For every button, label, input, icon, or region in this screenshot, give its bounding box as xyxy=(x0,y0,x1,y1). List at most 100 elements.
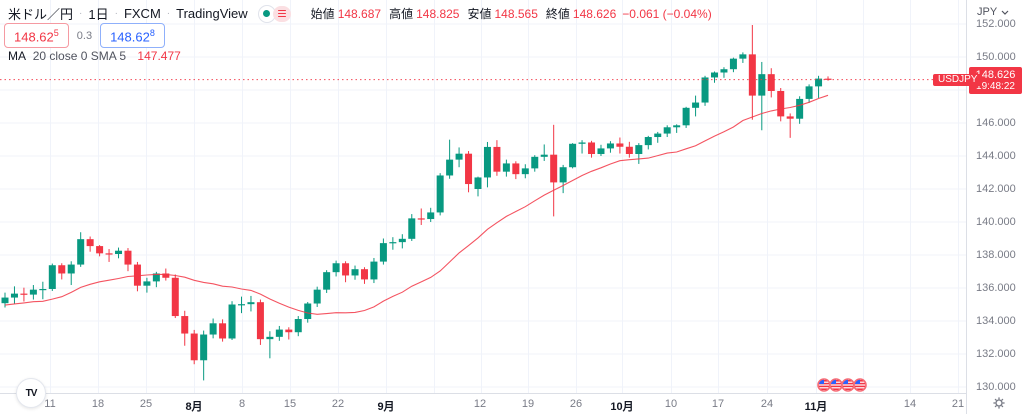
tradingview-logo[interactable]: TV xyxy=(16,378,46,408)
candle xyxy=(285,327,293,340)
price-line-symbol-tag: USDJPY xyxy=(933,74,983,86)
candle xyxy=(729,57,737,73)
economic-events-markers[interactable] xyxy=(0,0,966,414)
us-flag-event-icon[interactable] xyxy=(853,378,867,392)
price-tick: 152.000 xyxy=(976,18,1016,30)
candle xyxy=(701,75,709,106)
candle xyxy=(588,140,596,158)
price-tick: 144.000 xyxy=(976,150,1016,162)
currency-dropdown[interactable]: JPY xyxy=(977,6,1009,18)
series-visibility-toggle[interactable] xyxy=(257,4,276,23)
candle xyxy=(370,257,378,284)
candle xyxy=(190,329,198,365)
quote-buttons: 148.625 0.3 148.628 xyxy=(4,23,165,49)
candle xyxy=(512,161,520,180)
candle xyxy=(200,330,208,381)
candle xyxy=(493,140,501,176)
candle xyxy=(644,135,652,150)
us-flag-event-icon[interactable] xyxy=(817,378,831,392)
us-flag-event-icon[interactable] xyxy=(841,378,855,392)
candle xyxy=(682,106,690,128)
candle xyxy=(739,52,747,63)
time-tick: 10 xyxy=(664,398,678,410)
close-label: 終値 xyxy=(545,7,570,21)
time-tick: 8 xyxy=(238,398,246,410)
price-axis[interactable]: JPY 152.000 150.000 146.000 144.000 142.000 1… xyxy=(966,0,1024,414)
grid xyxy=(0,0,966,393)
candle xyxy=(531,155,539,172)
candle xyxy=(474,176,482,197)
candle xyxy=(635,143,643,164)
platform-label[interactable]: TradingView xyxy=(176,6,248,21)
symbol-title[interactable]: 米ドル／円 xyxy=(8,7,74,22)
open-value: 148.687 xyxy=(337,6,382,21)
price-tick: 132.000 xyxy=(976,348,1016,360)
candle xyxy=(540,144,548,161)
candle xyxy=(815,75,823,98)
candle xyxy=(720,67,728,78)
chart-legend: 米ドル／円 · 1日 · FXCM · TradingView 始値 148.6… xyxy=(8,4,712,23)
candle xyxy=(294,316,302,337)
settings-gear-icon[interactable] xyxy=(991,395,1007,411)
candle xyxy=(796,96,804,124)
candle xyxy=(569,143,577,169)
candle xyxy=(578,140,586,154)
price-tick: 142.000 xyxy=(976,183,1016,195)
price-tick: 134.000 xyxy=(976,315,1016,327)
candle xyxy=(275,325,283,341)
candle xyxy=(663,125,671,138)
candle xyxy=(86,236,94,252)
candle xyxy=(124,248,132,272)
time-tick: 19 xyxy=(521,398,535,410)
legend-separator: · xyxy=(166,8,171,19)
time-tick: 14 xyxy=(903,398,917,410)
candle xyxy=(181,310,189,346)
series-color-dot-icon xyxy=(263,10,271,17)
candle xyxy=(105,249,113,262)
candle xyxy=(673,124,681,133)
interval-label[interactable]: 1日 xyxy=(88,7,109,22)
candle xyxy=(786,113,794,138)
candle xyxy=(654,131,662,143)
candle xyxy=(597,144,605,156)
time-tick-month: 11月 xyxy=(804,401,828,413)
legend-separator: · xyxy=(79,8,83,19)
candle xyxy=(313,286,321,307)
buy-button[interactable]: 148.628 xyxy=(100,23,165,49)
candle xyxy=(446,139,454,179)
time-axis[interactable]: 11 18 25 8月 8 15 22 9月 12 19 26 10月 10 17 24 11月 14 21 xyxy=(0,393,966,414)
candle xyxy=(625,141,633,158)
series-controls xyxy=(257,4,291,23)
candle xyxy=(209,318,217,339)
price-tick: 136.000 xyxy=(976,282,1016,294)
candle xyxy=(711,71,718,83)
candle xyxy=(332,260,340,277)
us-flag-event-icon[interactable] xyxy=(829,378,843,392)
candle xyxy=(351,265,359,280)
candle xyxy=(606,141,614,153)
candle xyxy=(748,24,756,120)
legend-separator: · xyxy=(114,8,118,19)
time-tick: 12 xyxy=(473,398,487,410)
time-tick: 22 xyxy=(331,398,345,410)
time-tick: 15 xyxy=(283,398,297,410)
candle xyxy=(115,247,123,259)
candle xyxy=(77,232,85,267)
time-tick-month: 9月 xyxy=(377,401,395,413)
exchange-label[interactable]: FXCM xyxy=(123,6,161,21)
candle xyxy=(219,319,227,342)
candlestick-chart[interactable] xyxy=(0,0,966,393)
candle xyxy=(48,263,56,291)
time-tick: 17 xyxy=(711,398,725,410)
candle xyxy=(304,302,312,323)
sell-button[interactable]: 148.625 xyxy=(4,23,69,49)
candle xyxy=(389,237,397,250)
series-menu-icon[interactable] xyxy=(272,5,291,22)
indicator-legend[interactable]: MA 20 close 0 SMA 5 147.477 xyxy=(8,49,181,63)
close-value: 148.626 xyxy=(572,6,617,21)
candle xyxy=(228,301,236,340)
open-label: 始値 xyxy=(310,7,335,21)
spread-value: 0.3 xyxy=(76,29,93,42)
candle xyxy=(550,124,558,217)
indicator-value: 147.477 xyxy=(137,49,181,63)
